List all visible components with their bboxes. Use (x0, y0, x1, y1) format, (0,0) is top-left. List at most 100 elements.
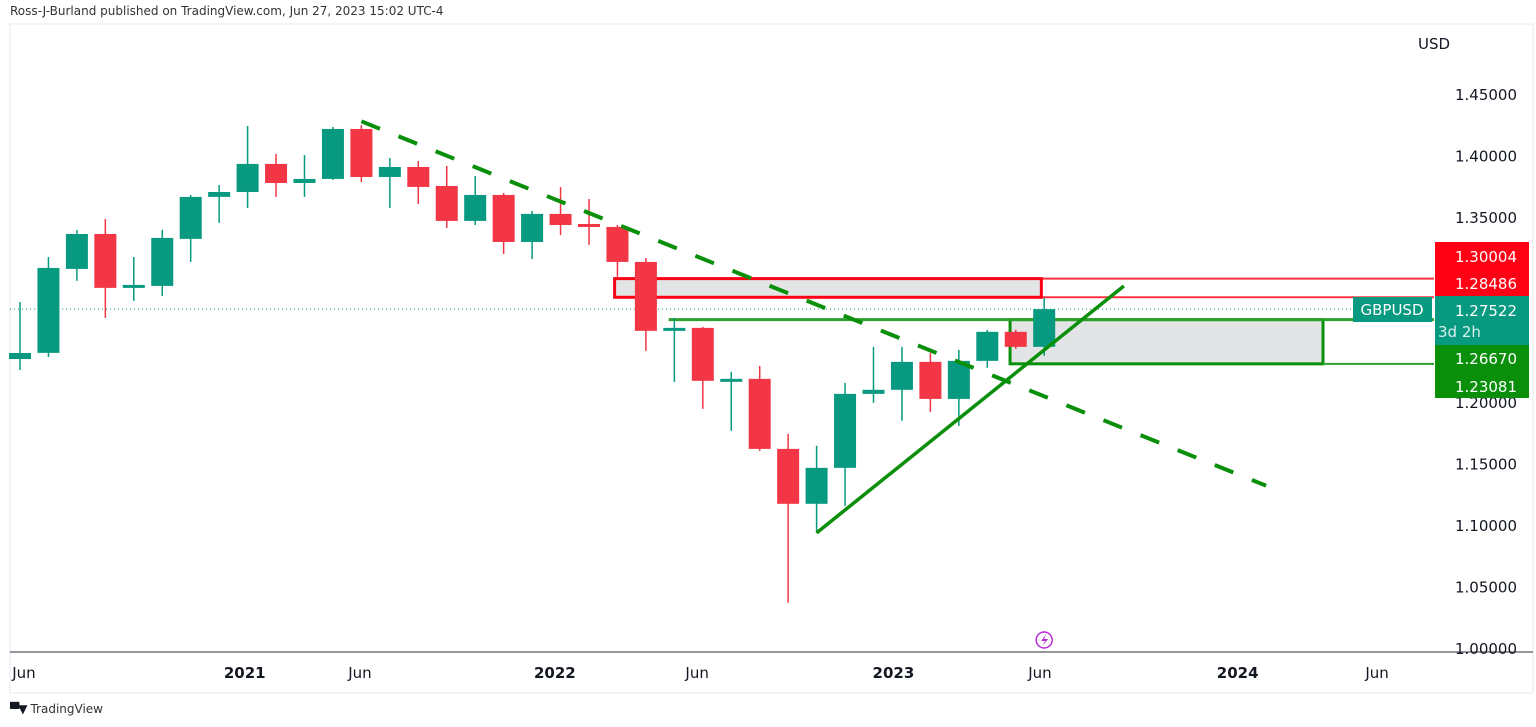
candle[interactable] (691, 326, 714, 409)
candle[interactable] (265, 153, 288, 197)
time-tick-label: 2021 (224, 664, 266, 682)
candle-body (862, 389, 885, 394)
candle-body (1004, 331, 1027, 347)
downtrend-line-dashed[interactable] (360, 119, 1267, 488)
symbol-badge (1353, 297, 1432, 322)
time-tick-label: 2024 (1217, 664, 1259, 682)
candle-body (65, 233, 88, 269)
candle-body (151, 237, 174, 286)
event-lightning-icon[interactable] (1035, 631, 1053, 649)
time-axis[interactable]: Jun 2021 Jun 2022 Jun 2023 Jun 2024 Jun (11, 664, 1389, 682)
candle-body (208, 191, 231, 197)
candle[interactable] (720, 371, 743, 431)
candle[interactable] (919, 352, 942, 412)
price-tick-label: 1.40000 (1455, 148, 1517, 166)
candle-body (350, 128, 373, 177)
time-tick-label: Jun (347, 664, 371, 682)
time-tick-label: Jun (684, 664, 708, 682)
candle[interactable] (179, 194, 202, 262)
candle-body (1033, 309, 1056, 347)
candle[interactable] (834, 382, 857, 506)
candle-body (464, 194, 487, 221)
candle[interactable] (151, 229, 174, 296)
publisher-attribution: Ross-J-Burland published on TradingView.… (10, 4, 444, 18)
candle-body (293, 178, 316, 184)
candle[interactable] (350, 125, 373, 183)
red-zone-top-price: 1.30004 (1455, 248, 1517, 266)
red-resistance-zone[interactable] (613, 277, 1043, 299)
candle-body (492, 194, 515, 242)
candle-body (947, 360, 970, 399)
candle-body (663, 327, 686, 331)
candle[interactable] (634, 257, 657, 351)
price-tick-label: 1.15000 (1455, 455, 1517, 473)
candle-body (179, 196, 202, 239)
candles (9, 125, 1056, 603)
candle[interactable] (293, 154, 316, 197)
candle-body (777, 448, 800, 504)
uptrend-line[interactable] (815, 284, 1125, 535)
candle-body (578, 223, 600, 227)
candle[interactable] (464, 175, 487, 225)
time-tick-label: Jun (1027, 664, 1051, 682)
candle-body (691, 327, 714, 381)
candle-body (407, 166, 430, 187)
price-tick-label: 1.00000 (1455, 640, 1517, 658)
candle-body (720, 378, 743, 382)
candle[interactable] (378, 158, 401, 208)
candle[interactable] (578, 199, 600, 245)
price-tick-label: 1.05000 (1455, 578, 1517, 596)
candle[interactable] (435, 166, 458, 228)
candle[interactable] (321, 126, 344, 180)
currency-label: USD (1418, 35, 1450, 53)
price-tick-label: 1.45000 (1455, 86, 1517, 104)
candle[interactable] (862, 346, 885, 403)
candle[interactable] (122, 256, 145, 301)
candle[interactable] (606, 224, 629, 277)
tradingview-logo-icon: ▀▼ (10, 702, 27, 716)
green-zone-top-price: 1.26670 (1455, 350, 1517, 368)
candle[interactable] (236, 126, 259, 208)
candle[interactable] (37, 256, 60, 357)
red-zone-bottom-price: 1.28486 (1455, 275, 1517, 293)
candle-body (890, 361, 913, 390)
green-zone-bottom-price: 1.23081 (1455, 378, 1517, 396)
candle-body (634, 261, 657, 331)
candle-body (834, 393, 857, 468)
candle[interactable] (407, 160, 430, 204)
candle-body (236, 163, 259, 192)
candle[interactable] (663, 317, 686, 382)
tradingview-footer[interactable]: ▀▼ TradingView (10, 702, 103, 716)
candle-body (976, 331, 999, 361)
symbol-label: GBPUSD (1360, 301, 1423, 319)
candle-body (9, 353, 31, 360)
candle[interactable] (805, 445, 828, 533)
candle[interactable] (521, 210, 544, 259)
candle-body (606, 226, 629, 262)
time-tick-label: Jun (11, 664, 35, 682)
candle-body (919, 361, 942, 399)
candle-body (435, 185, 458, 221)
candle[interactable] (890, 346, 913, 421)
price-axis[interactable]: 1.45000 1.40000 1.35000 1.20000 1.15000 1.100… (1455, 86, 1517, 658)
candle[interactable] (94, 218, 117, 318)
red-zone-price-badge (1435, 242, 1529, 296)
candle[interactable] (1004, 329, 1027, 349)
candle[interactable] (492, 192, 515, 255)
candle-body (265, 163, 288, 184)
green-support-zone[interactable] (1008, 318, 1325, 366)
candle-body (805, 467, 828, 504)
candle[interactable] (65, 229, 88, 281)
bar-countdown: 3d 2h (1438, 323, 1481, 341)
time-tick-label: Jun (1364, 664, 1388, 682)
candle[interactable] (9, 302, 31, 370)
candle-body (122, 284, 145, 288)
candle[interactable] (748, 365, 771, 451)
price-tick-label: 1.20000 (1455, 394, 1517, 412)
candle[interactable] (777, 433, 800, 603)
candle[interactable] (208, 184, 231, 223)
candle[interactable] (976, 329, 999, 368)
candle[interactable] (1033, 297, 1056, 356)
candle[interactable] (549, 186, 572, 235)
